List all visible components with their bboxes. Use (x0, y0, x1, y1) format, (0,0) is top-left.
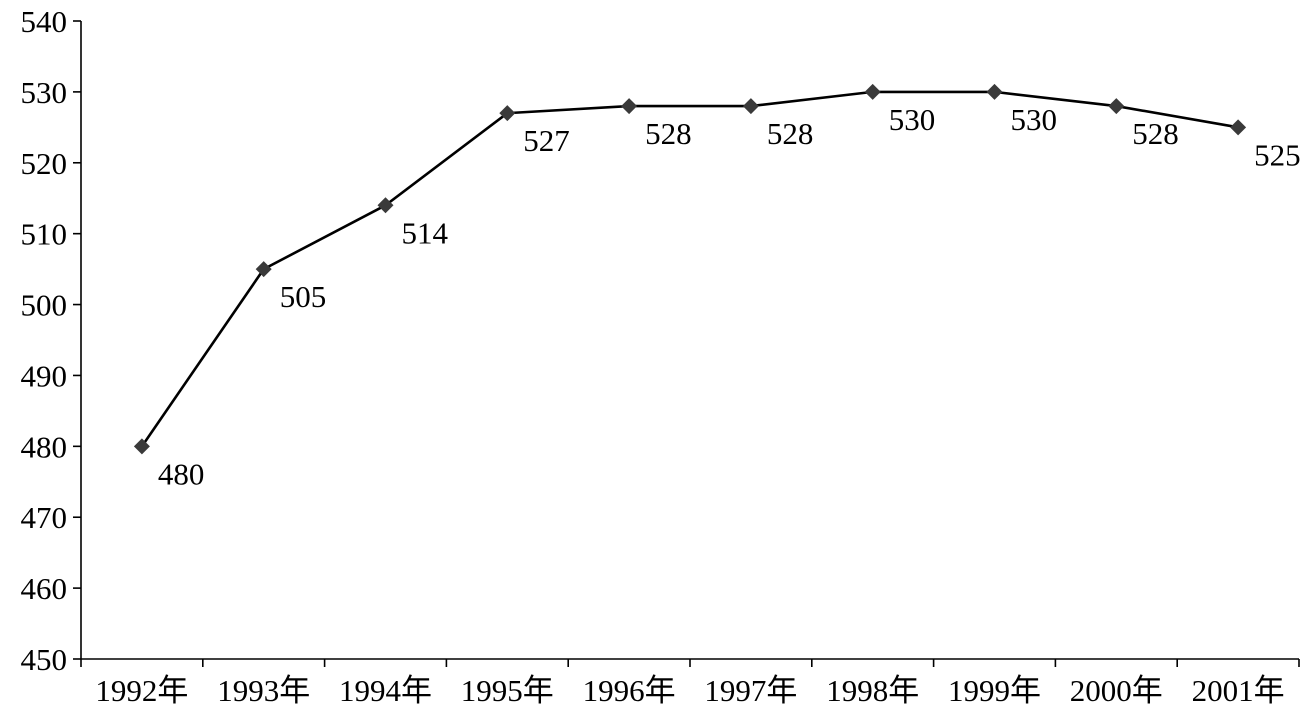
data-point-marker (499, 105, 516, 122)
data-label: 530 (889, 102, 936, 137)
y-tick-label: 490 (21, 358, 68, 393)
x-tick-label: 2000年 (1070, 673, 1163, 708)
data-label: 528 (767, 116, 814, 151)
y-axis: 450 460 470 480 490 500 510 520 530 540 (21, 4, 82, 677)
x-tick-label: 2001年 (1192, 673, 1285, 708)
data-label: 530 (1011, 102, 1058, 137)
series (133, 83, 1247, 455)
data-point-marker (377, 197, 394, 214)
data-point-marker (1108, 98, 1125, 115)
y-tick-label: 480 (21, 429, 68, 464)
data-point-marker (255, 261, 272, 278)
y-tick-label: 450 (21, 642, 68, 677)
data-label: 505 (280, 279, 327, 314)
data-label: 514 (402, 215, 449, 250)
data-label: 480 (158, 456, 205, 491)
data-point-marker (986, 83, 1003, 100)
y-tick-label: 530 (21, 75, 68, 110)
x-tick-label: 1993年 (217, 673, 310, 708)
data-point-marker (133, 438, 150, 455)
x-axis: 1992年 1993年 1994年 1995年 1996年 1997年 1998年 1999年… (80, 658, 1300, 708)
data-label: 527 (523, 123, 570, 158)
x-tick-label: 1997年 (704, 673, 797, 708)
data-point-marker (742, 98, 759, 115)
x-tick-label: 1996年 (583, 673, 676, 708)
x-tick-label: 1994年 (339, 673, 432, 708)
y-tick-label: 470 (21, 500, 68, 535)
data-point-marker (1230, 119, 1247, 136)
y-tick-label: 510 (21, 217, 68, 252)
x-tick-label: 1998年 (826, 673, 919, 708)
y-tick-label: 520 (21, 146, 68, 181)
data-labels: 480 505 514 527 528 528 530 530 528 525 (158, 102, 1301, 491)
y-tick-label: 500 (21, 288, 68, 323)
x-tick-label: 1992年 (95, 673, 188, 708)
data-point-marker (621, 98, 638, 115)
y-tick-label: 460 (21, 571, 68, 606)
data-label: 528 (1132, 116, 1179, 151)
x-tick-label: 1995年 (461, 673, 554, 708)
y-tick-label: 540 (21, 4, 68, 39)
series-line (140, 90, 1239, 448)
data-label: 528 (645, 116, 692, 151)
data-label: 525 (1254, 137, 1301, 172)
data-point-marker (864, 83, 881, 100)
x-tick-label: 1999年 (948, 673, 1041, 708)
